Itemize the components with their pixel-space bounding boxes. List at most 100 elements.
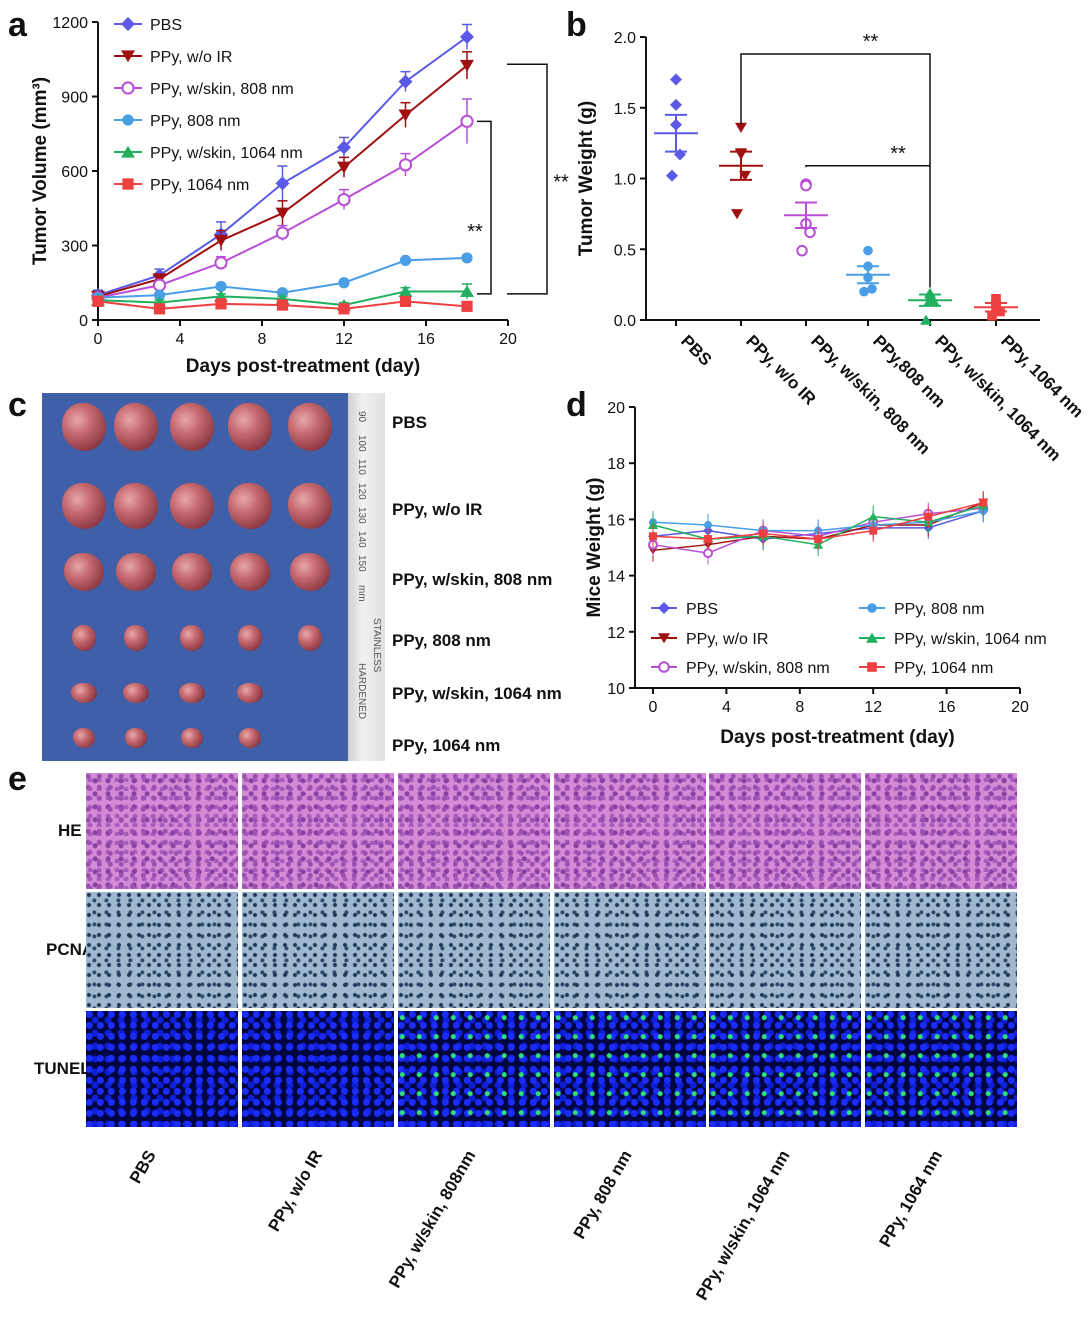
- d-legend-marker: [659, 662, 669, 672]
- b-data-point: [666, 170, 678, 182]
- tumor-sample: [228, 483, 272, 529]
- d-data-point: [704, 521, 712, 529]
- tumor-sample: [238, 625, 262, 651]
- histology-tile: [865, 1011, 1017, 1127]
- a-bracket-outer: [507, 64, 547, 294]
- d-x-tick-label: 4: [722, 699, 731, 716]
- tumor-sample: [62, 403, 106, 451]
- ruler-text-stainless: STAINLESS: [371, 618, 382, 672]
- b-data-point: [863, 246, 873, 256]
- tumor-sample: [64, 553, 104, 591]
- b-data-point: [859, 287, 869, 297]
- histology-tile: [865, 773, 1017, 889]
- tumor-sample: [170, 403, 214, 451]
- histology-row-label: HE: [58, 821, 82, 841]
- a-y-tick-label: 600: [61, 164, 88, 181]
- a-x-tick-label: 8: [258, 331, 267, 348]
- tumor-sample: [298, 625, 322, 651]
- d-y-axis-label: Mice Weight (g): [584, 477, 605, 617]
- d-legend-label: PPy, 808 nm: [894, 601, 984, 618]
- tumor-row-label: PPy, w/skin, 1064 nm: [392, 684, 562, 704]
- a-legend-marker: [121, 17, 135, 31]
- ruler-number: 130: [356, 507, 367, 524]
- histology-column-label: PBS: [126, 1147, 161, 1187]
- histology-row-label: TUNEL: [34, 1059, 91, 1079]
- tumor-sample: [290, 553, 330, 591]
- ruler-number: 90: [356, 411, 367, 422]
- d-data-point: [704, 535, 712, 543]
- a-data-point: [400, 296, 411, 307]
- d-y-tick-label: 18: [607, 456, 625, 473]
- d-x-tick-label: 20: [1011, 699, 1029, 716]
- d-data-point: [979, 499, 987, 507]
- a-data-point: [460, 30, 474, 44]
- histology-tile: [242, 773, 394, 889]
- histology-tile: [398, 1011, 550, 1127]
- d-legend-label: PBS: [686, 601, 718, 618]
- d-x-tick-label: 12: [864, 699, 882, 716]
- b-significance-top: **: [863, 31, 879, 53]
- d-data-point: [814, 535, 822, 543]
- a-significance-outer: **: [553, 171, 569, 193]
- tumor-sample: [228, 403, 272, 451]
- b-y-tick-label: 1.5: [614, 101, 636, 118]
- b-y-tick-label: 2.0: [614, 30, 636, 47]
- histology-column-label: PPy, w/o IR: [264, 1147, 327, 1235]
- a-data-point: [338, 194, 349, 205]
- tumor-sample: [125, 728, 147, 748]
- tumor-sample: [180, 625, 204, 651]
- a-data-point: [338, 303, 349, 314]
- b-category-label: PPy, w/skin, 808 nm: [807, 331, 934, 458]
- histology-tile: [398, 773, 550, 889]
- tumor-sample: [170, 483, 214, 529]
- tumor-sample: [288, 403, 332, 451]
- ruler-text-hardened: HARDENED: [356, 663, 367, 719]
- d-legend-marker: [658, 602, 670, 614]
- a-legend-label: PBS: [150, 17, 182, 34]
- b-bracket-mid: [806, 166, 930, 167]
- d-x-tick-label: 8: [795, 699, 804, 716]
- b-data-point: [801, 181, 811, 191]
- tumor-sample: [237, 683, 263, 703]
- a-legend-marker: [122, 178, 133, 189]
- a-x-tick-label: 4: [176, 331, 185, 348]
- a-legend-label: PPy, w/o IR: [150, 49, 232, 66]
- tumor-sample: [172, 553, 212, 591]
- b-significance-mid: **: [890, 143, 906, 165]
- d-legend-label: PPy, w/o IR: [686, 631, 768, 648]
- tumor-row-label: PPy, w/o IR: [392, 500, 482, 520]
- a-legend-label: PPy, 1064 nm: [150, 177, 249, 194]
- ruler-number: 110: [356, 459, 367, 475]
- tumor-sample: [288, 483, 332, 529]
- tumor-row-label: PPy, w/skin, 808 nm: [392, 570, 552, 590]
- ruler-number: 150: [356, 555, 367, 572]
- a-y-tick-label: 900: [61, 90, 88, 107]
- a-legend-label: PPy, w/skin, 808 nm: [150, 81, 294, 98]
- tumor-sample: [179, 683, 205, 703]
- tumor-sample: [123, 683, 149, 703]
- histology-tile: [86, 892, 238, 1008]
- d-x-axis-label: Days post-treatment (day): [720, 727, 954, 748]
- a-y-tick-label: 300: [61, 239, 88, 256]
- ruler-number: 120: [356, 483, 367, 500]
- tumor-row-label: PPy, 808 nm: [392, 631, 491, 651]
- d-data-point: [649, 532, 657, 540]
- histology-column-label: PPy, w/skin, 1064 nm: [692, 1147, 794, 1304]
- histology-column-label: PPy, 1064 nm: [875, 1147, 947, 1251]
- d-legend-label: PPy, w/skin, 808 nm: [686, 660, 830, 677]
- b-category-label: PPy, w/skin, 1064 nm: [931, 331, 1064, 464]
- tumor-row-label: PPy, 1064 nm: [392, 736, 500, 756]
- tumor-sample: [181, 728, 203, 748]
- a-y-tick-label: 1200: [52, 15, 88, 32]
- histology-tile: [709, 773, 861, 889]
- a-data-point: [400, 159, 411, 170]
- histology-column-label: PPy, w/skin, 808nm: [386, 1147, 481, 1292]
- b-y-axis-label: Tumor Weight (g): [576, 101, 597, 257]
- tumor-sample: [114, 483, 158, 529]
- a-data-point: [214, 235, 228, 247]
- a-legend-label: PPy, 808 nm: [150, 113, 240, 130]
- histology-tile: [86, 773, 238, 889]
- b-y-tick-label: 0.0: [614, 313, 636, 330]
- a-x-axis-label: Days post-treatment (day): [186, 356, 420, 377]
- a-y-tick-label: 0: [79, 313, 88, 330]
